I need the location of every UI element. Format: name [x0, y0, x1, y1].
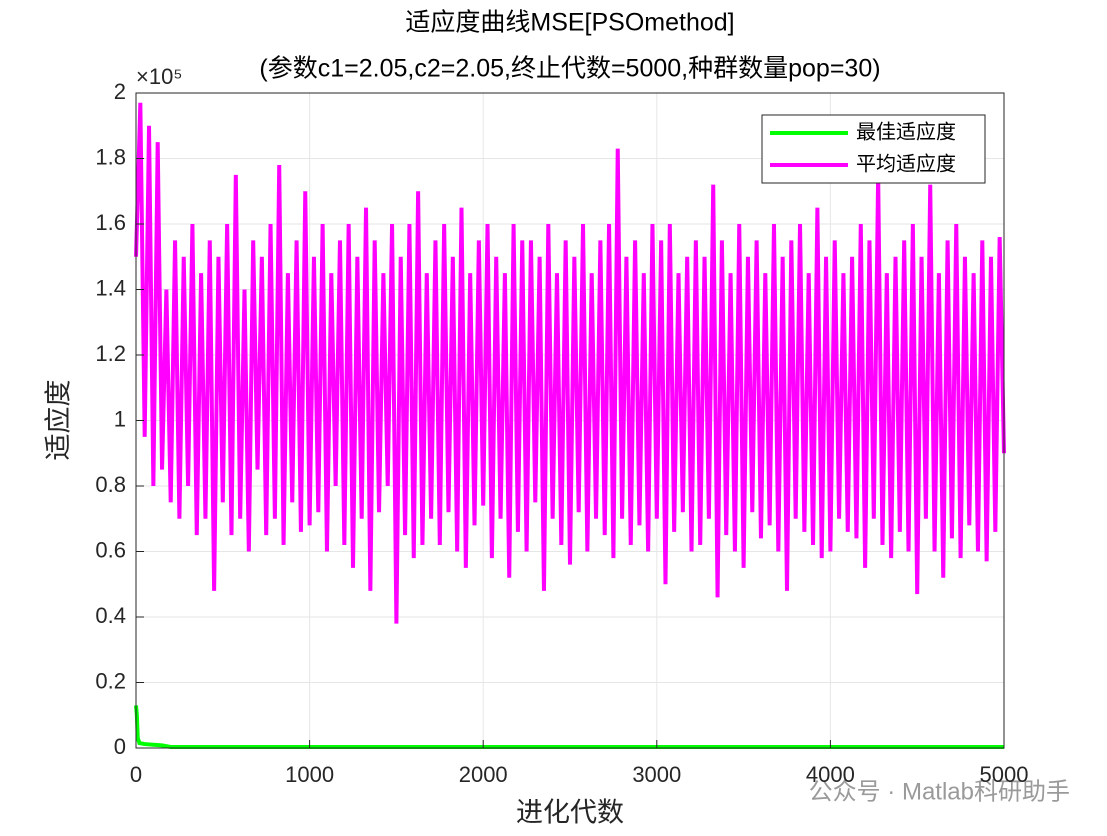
y-tick-label: 1.2 — [95, 341, 126, 366]
y-tick-label: 0.8 — [95, 472, 126, 497]
chart-title: 适应度曲线MSE[PSOmethod] — [405, 9, 734, 37]
legend-box — [761, 114, 986, 184]
y-tick-label: 1 — [114, 406, 126, 431]
y-tick-label: 0 — [114, 734, 126, 759]
y-multiplier: ×10⁵ — [136, 64, 182, 89]
x-tick-label: 2000 — [459, 762, 508, 787]
y-tick-label: 0.6 — [95, 537, 126, 562]
x-tick-label: 1000 — [285, 762, 334, 787]
series-line — [134, 102, 1006, 624]
y-tick-label: 1.4 — [95, 275, 126, 300]
chart-subtitle: (参数c1=2.05,c2=2.05,终止代数=5000,种群数量pop=30) — [259, 55, 880, 83]
y-tick-label: 2 — [114, 79, 126, 104]
x-tick-label: 3000 — [632, 762, 681, 787]
y-tick-label: 0.4 — [95, 603, 126, 628]
y-tick-label: 1.6 — [95, 210, 126, 235]
series-line — [134, 705, 1004, 750]
y-tick-label: 0.2 — [95, 668, 126, 693]
x-tick-label: 5000 — [980, 762, 1029, 787]
x-tick-label: 0 — [130, 762, 142, 787]
y-tick-label: 1.8 — [95, 144, 126, 169]
x-tick-label: 4000 — [806, 762, 855, 787]
watermark: 公众号 · Matlab科研助手 — [809, 778, 1070, 805]
legend-label: 平均适应度 — [856, 152, 956, 176]
lines — [134, 102, 1006, 750]
legend-label: 最佳适应度 — [856, 120, 956, 144]
y-axis-label: 适应度 — [44, 380, 75, 461]
x-axis-label: 进化代数 — [516, 798, 624, 829]
